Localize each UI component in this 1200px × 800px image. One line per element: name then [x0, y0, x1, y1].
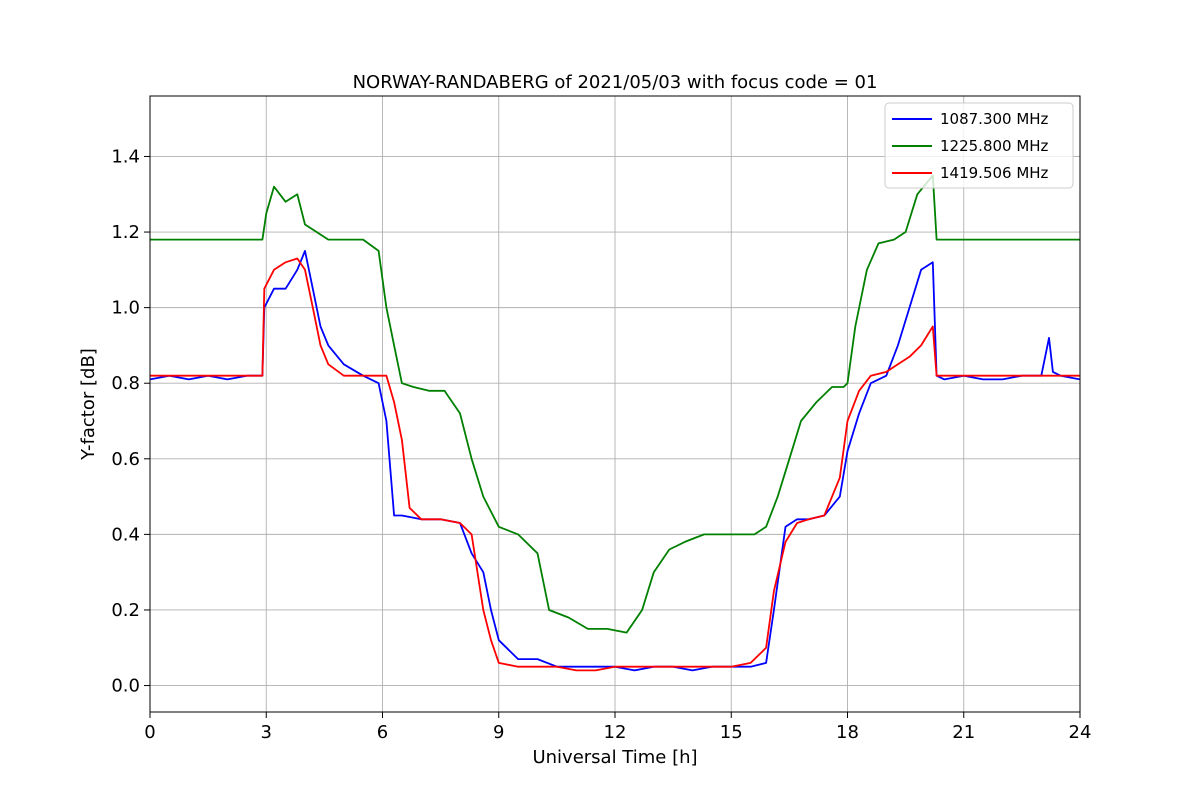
- chart-title: NORWAY-RANDABERG of 2021/05/03 with focu…: [353, 72, 878, 93]
- y-tick-label: 0.4: [111, 524, 140, 545]
- y-tick-label: 1.2: [111, 222, 140, 243]
- series-line-2: [150, 257, 1080, 672]
- series-layer: [150, 174, 1080, 672]
- x-tick-label: 15: [720, 722, 743, 743]
- y-tick-label: 1.0: [111, 298, 140, 319]
- y-tick-label: 0.6: [111, 449, 140, 470]
- legend: 1087.300 MHz 1225.800 MHz 1419.506 MHz: [884, 102, 1074, 189]
- legend-label-2: 1419.506 MHz: [940, 164, 1049, 182]
- x-tick-label: 18: [836, 722, 859, 743]
- legend-label-0: 1087.300 MHz: [940, 110, 1049, 128]
- y-tick-label: 1.4: [111, 146, 140, 167]
- legend-label-1: 1225.800 MHz: [940, 137, 1049, 155]
- ticks: 0 3 6 9 12 15 18 21 24 0.0 0.2 0.4 0.6 0.8 1.0 1.2 1.4: [111, 146, 1091, 743]
- x-tick-label: 9: [493, 722, 504, 743]
- x-tick-label: 24: [1069, 722, 1092, 743]
- x-tick-label: 0: [144, 722, 155, 743]
- x-tick-label: 3: [261, 722, 272, 743]
- y-tick-label: 0.2: [111, 600, 140, 621]
- x-axis-label: Universal Time [h]: [532, 747, 697, 768]
- x-tick-label: 6: [377, 722, 388, 743]
- y-axis-label: Y-factor [dB]: [78, 348, 99, 461]
- x-tick-label: 21: [952, 722, 975, 743]
- series-line-1: [150, 174, 1080, 634]
- y-tick-label: 0.8: [111, 373, 140, 394]
- legend-box: [884, 102, 1074, 189]
- y-tick-label: 0.0: [111, 676, 140, 697]
- x-tick-label: 12: [604, 722, 627, 743]
